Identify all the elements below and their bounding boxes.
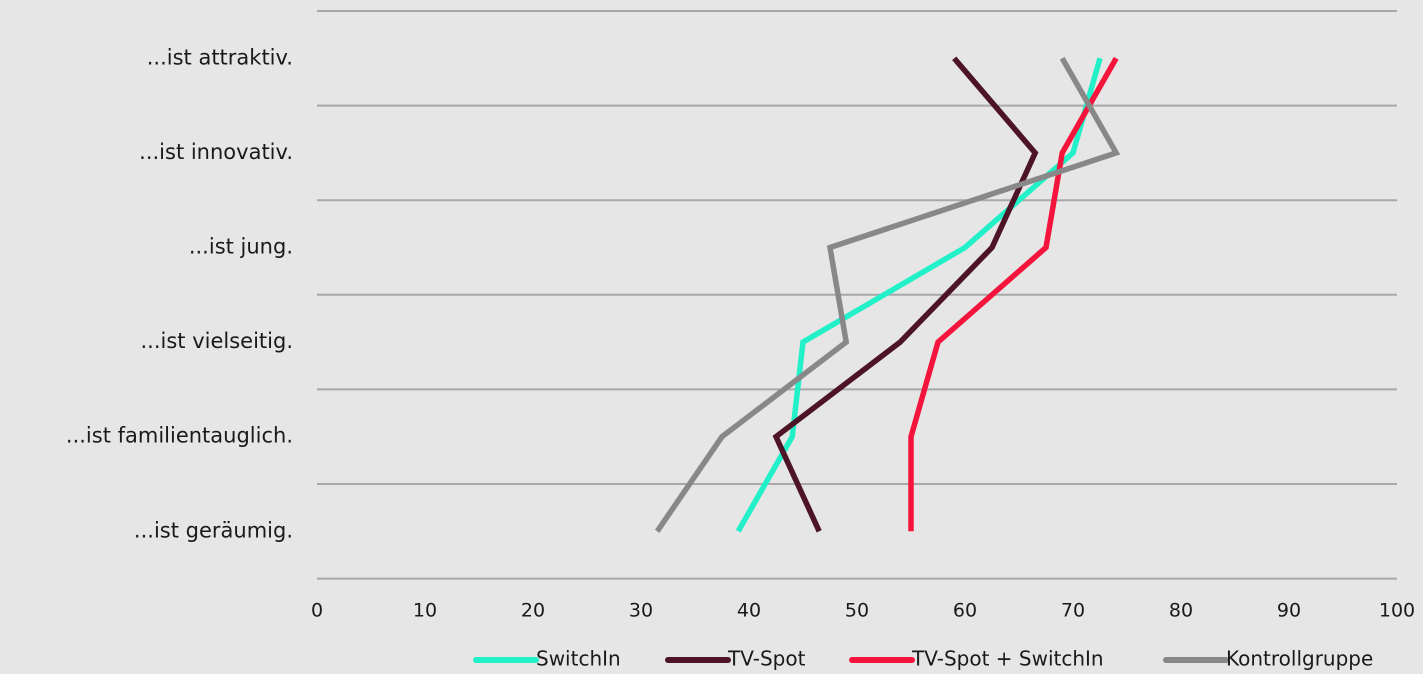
legend-label: TV-Spot + SwitchIn bbox=[911, 647, 1104, 671]
legend: SwitchIn TV-Spot TV-Spot + SwitchIn Kontrol… bbox=[473, 647, 1373, 671]
category-label: ...ist innovativ. bbox=[139, 140, 293, 164]
x-tick-label: 90 bbox=[1277, 600, 1301, 622]
series-line-tv-spot bbox=[772, 56, 1039, 533]
series-line-kontrollgruppe bbox=[654, 56, 1121, 533]
x-tick-label: 30 bbox=[629, 600, 653, 622]
legend-label: TV-Spot bbox=[727, 647, 806, 671]
category-labels: ...ist attraktiv. ...ist innovativ. ...ist… bbox=[66, 45, 293, 542]
legend-item: TV-Spot + SwitchIn bbox=[849, 647, 1104, 671]
legend-item: Kontrollgruppe bbox=[1163, 647, 1373, 671]
category-label: ...ist jung. bbox=[189, 235, 293, 259]
series-lines bbox=[654, 56, 1121, 533]
x-tick-label: 10 bbox=[413, 600, 437, 622]
x-tick-label: 0 bbox=[311, 600, 323, 622]
x-tick-label: 50 bbox=[845, 600, 869, 622]
category-label: ...ist vielseitig. bbox=[141, 329, 294, 353]
legend-label: SwitchIn bbox=[536, 647, 621, 671]
category-label: ...ist geräumig. bbox=[134, 518, 293, 542]
legend-item: TV-Spot bbox=[665, 647, 806, 671]
x-tick-label: 80 bbox=[1169, 600, 1193, 622]
x-axis-tick-labels: 0 10 20 30 40 50 60 70 80 90 100 bbox=[311, 600, 1415, 622]
x-tick-label: 100 bbox=[1379, 600, 1415, 622]
grid-lines bbox=[317, 10, 1397, 580]
series-line-tv-spot-switchin bbox=[908, 56, 1119, 532]
category-label: ...ist familientauglich. bbox=[66, 424, 293, 448]
category-label: ...ist attraktiv. bbox=[147, 45, 293, 69]
x-tick-label: 20 bbox=[521, 600, 545, 622]
legend-item: SwitchIn bbox=[473, 647, 621, 671]
x-tick-label: 60 bbox=[953, 600, 977, 622]
legend-label: Kontrollgruppe bbox=[1226, 647, 1373, 671]
x-tick-label: 70 bbox=[1061, 600, 1085, 622]
x-tick-label: 40 bbox=[737, 600, 761, 622]
